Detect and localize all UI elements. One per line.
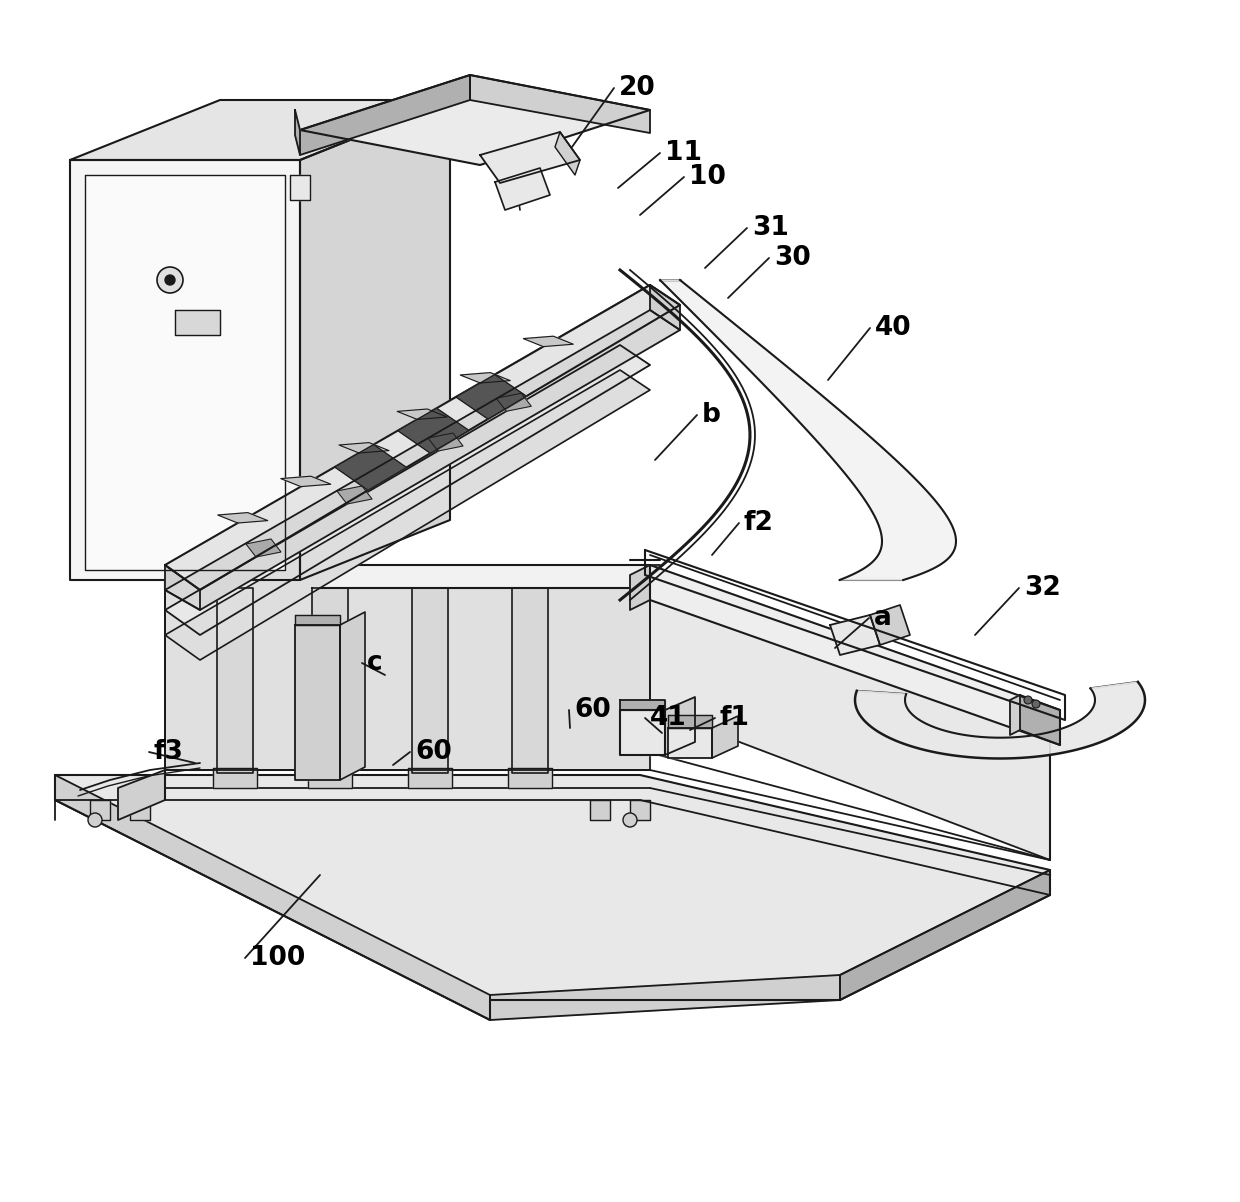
Polygon shape [335,445,407,490]
Polygon shape [295,615,340,625]
Polygon shape [339,442,389,453]
Polygon shape [300,75,470,155]
Polygon shape [650,588,1050,859]
Polygon shape [590,801,610,820]
Polygon shape [1011,695,1021,734]
Polygon shape [86,175,285,570]
Polygon shape [870,605,910,645]
Polygon shape [523,337,573,346]
Polygon shape [69,160,300,581]
Polygon shape [295,625,340,780]
Text: 60: 60 [415,739,451,764]
Text: a: a [874,605,892,631]
Polygon shape [397,409,448,419]
Text: 31: 31 [751,215,789,240]
Polygon shape [456,375,527,419]
Polygon shape [460,373,510,383]
Polygon shape [620,710,665,755]
Polygon shape [308,768,352,789]
Polygon shape [668,728,712,758]
Polygon shape [165,285,680,590]
Text: b: b [702,401,720,428]
Polygon shape [630,565,650,609]
Polygon shape [665,697,694,755]
Polygon shape [668,715,712,728]
Text: f1: f1 [720,706,750,731]
Polygon shape [300,100,450,581]
Polygon shape [218,512,268,523]
Polygon shape [428,433,463,451]
Polygon shape [130,801,150,820]
Polygon shape [91,801,110,820]
Circle shape [157,267,184,293]
Polygon shape [337,486,372,504]
Text: f2: f2 [744,510,774,536]
Polygon shape [470,75,650,133]
Polygon shape [490,975,839,1020]
Circle shape [1032,700,1040,708]
Polygon shape [165,565,1050,740]
Text: 30: 30 [774,245,811,270]
Polygon shape [217,588,253,773]
Circle shape [1024,696,1032,704]
Circle shape [165,275,175,285]
Polygon shape [165,565,200,609]
Circle shape [622,813,637,827]
Polygon shape [165,310,680,609]
Polygon shape [246,538,281,557]
Polygon shape [1021,695,1060,745]
Polygon shape [620,700,665,710]
Polygon shape [856,682,1145,758]
Polygon shape [712,716,738,758]
Polygon shape [650,285,680,331]
Circle shape [88,813,102,827]
Polygon shape [495,168,551,210]
Polygon shape [556,132,580,175]
Polygon shape [340,612,365,780]
Text: 40: 40 [875,315,911,341]
Polygon shape [512,588,548,773]
Polygon shape [839,870,1050,1000]
Polygon shape [165,345,650,635]
Polygon shape [480,132,580,183]
Polygon shape [660,280,956,581]
Text: 20: 20 [619,75,656,101]
Polygon shape [175,310,219,335]
Text: c: c [367,650,383,676]
Polygon shape [496,393,531,411]
Text: 60: 60 [574,697,611,722]
Polygon shape [508,768,552,789]
Polygon shape [412,588,448,773]
Polygon shape [630,801,650,820]
Polygon shape [118,588,165,820]
Text: 10: 10 [689,163,725,190]
Text: 100: 100 [250,945,305,971]
Polygon shape [650,565,1060,745]
Polygon shape [290,175,310,200]
Text: f3: f3 [154,739,184,764]
Polygon shape [398,409,469,453]
Polygon shape [280,476,331,487]
Polygon shape [55,775,490,1020]
Polygon shape [295,111,300,155]
Polygon shape [69,100,450,160]
Polygon shape [408,768,453,789]
Polygon shape [165,370,650,660]
Polygon shape [55,775,1050,1020]
Polygon shape [213,768,257,789]
Text: 32: 32 [1024,575,1060,601]
Polygon shape [830,615,880,655]
Text: 41: 41 [650,706,687,731]
Polygon shape [312,588,348,773]
Polygon shape [165,588,650,770]
Polygon shape [300,75,650,165]
Text: 11: 11 [665,139,702,166]
